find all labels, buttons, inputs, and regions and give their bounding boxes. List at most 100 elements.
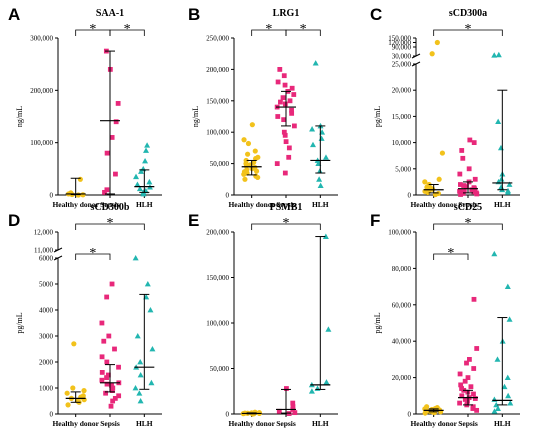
data-point [467,357,472,362]
data-point [460,155,466,161]
significance-bracket [433,223,503,230]
data-point [471,185,477,191]
panel-letter: C [370,5,382,24]
data-point [468,384,474,390]
data-point [471,140,477,145]
data-point [140,165,147,172]
data-point [133,173,140,180]
data-point [435,190,441,197]
x-tick-label: Sepsis [276,200,296,209]
panel-letter: B [188,5,200,24]
y-tick-label: 5000 [39,281,54,289]
y-tick-label: 0 [50,192,54,200]
y-tick-label: 10,000 [392,139,412,147]
x-tick-label: Healthy donor [410,419,457,428]
sig-bracket-hidden [110,30,144,191]
data-point [501,383,508,390]
y-tick-label: 200,000 [30,87,53,95]
x-tick-label: HLH [494,200,511,209]
panel-e: E PSMB1 0 50,000 100,000 150,000 200,000 Health… [188,202,338,428]
data-point [491,52,498,58]
data-point [243,157,249,164]
panel-letter: A [8,5,20,24]
data-point [494,405,501,411]
data-point [148,379,155,386]
data-point [104,381,110,387]
significance-bracket [109,29,145,36]
data-point [289,110,295,116]
y-tick-label: 40,000 [392,338,412,346]
data-point [99,354,105,360]
panel-title: sCD300a [449,8,487,19]
panel-title: sCD25 [454,202,482,213]
data-point [317,182,324,188]
data-point [459,393,465,399]
x-tick-label: HLH [312,419,329,428]
data-point [275,79,281,85]
data-point [106,333,112,339]
data-point [323,379,330,385]
data-point [142,157,149,164]
data-point [241,137,247,143]
data-point [322,233,329,239]
data-point [292,410,298,416]
data-point [464,360,469,366]
data-point [143,147,150,153]
data-point [110,398,116,404]
significance-bracket [251,223,321,230]
data-point [64,390,70,396]
data-point [115,101,121,106]
y-tick-label: 30,000 [392,53,412,61]
x-tick-label: Sepsis [458,419,478,428]
data-point [506,181,513,187]
data-point [80,192,86,198]
data-point [318,135,325,141]
data-point [99,370,105,375]
y-tick-label: 3000 [39,333,54,341]
data-point [290,400,296,406]
data-point [474,346,480,351]
significance-star: * [124,22,131,37]
data-point [136,390,143,396]
data-point [81,388,87,394]
panel-letter: E [188,211,199,230]
y-tick-label: 1000 [39,385,54,393]
data-point [144,281,151,287]
data-point [252,164,258,170]
data-point [80,393,86,399]
data-point [436,176,442,182]
data-point [105,372,111,378]
data-point [136,185,143,192]
data-point [422,179,428,185]
y-tick-label: 150,000 [206,274,229,282]
x-tick-label: Healthy donor [410,200,457,209]
data-point [498,176,505,182]
data-point [147,307,154,313]
data-point [494,356,501,362]
data-point [116,364,121,370]
y-tick-label: 50,000 [210,160,230,168]
data-point [104,375,109,380]
data-point [104,187,110,193]
data-point [275,114,281,119]
significance-bracket [75,253,111,260]
y-tick-label: 100,000 [206,320,229,328]
y-tick-label: 15,000 [392,113,412,121]
x-tick-label: Sepsis [458,200,478,209]
data-point [464,184,469,190]
y-tick-label: 6000 [39,255,54,263]
significance-bracket [285,29,321,36]
y-axis-label: pg/mL [373,312,382,333]
data-point [505,187,512,194]
data-point [505,392,512,399]
sig-bracket-hidden [252,224,321,410]
data-point [491,396,498,402]
significance-star: * [447,246,454,261]
data-point [471,391,476,397]
y-tick-label: 11,000 [34,247,53,255]
data-point [325,326,332,332]
data-point [291,123,297,129]
sig-bracket-hidden [76,254,110,410]
